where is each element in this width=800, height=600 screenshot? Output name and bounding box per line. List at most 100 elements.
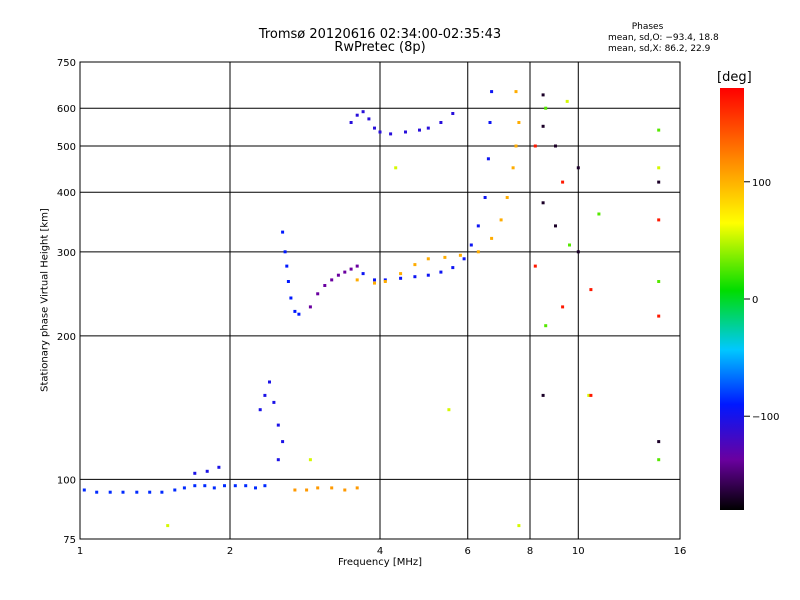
data-point [541,201,545,205]
data-point [276,423,280,427]
data-point [657,128,661,132]
data-point [565,99,569,103]
data-point [355,486,359,490]
data-point [657,218,661,222]
data-point [657,166,661,170]
data-point [499,218,503,222]
y-tick-label: 75 [63,535,76,546]
data-point [589,393,593,397]
data-point [244,484,248,488]
phases-x-stats: mean, sd,X: 86.2, 22.9 [608,44,711,54]
data-point [413,275,417,279]
data-point [258,408,262,412]
phases-header: Phases [631,22,664,32]
x-tick-label: 1 [77,546,83,557]
data-point [554,144,557,148]
chart-subtitle: RwPretec (8p) [334,40,426,55]
data-point [514,90,518,94]
data-point [490,90,494,94]
data-point [336,273,340,277]
data-point [121,490,125,494]
data-point [285,264,289,268]
data-point [554,224,557,228]
data-points [82,90,661,528]
data-point [476,250,480,254]
data-point [451,112,455,115]
data-point [217,465,221,469]
data-point [533,144,537,148]
data-point [597,212,601,216]
data-point [212,486,216,490]
y-tick-label: 100 [57,475,76,486]
data-point [483,196,487,199]
data-point [561,305,565,309]
data-point [439,270,443,274]
data-point [367,117,371,121]
data-point [443,255,447,259]
data-point [514,144,518,148]
data-point [263,393,267,397]
data-point [223,484,226,488]
data-point [343,270,347,274]
data-point [413,263,417,267]
data-point [399,276,403,280]
x-tick-label: 2 [227,546,233,557]
data-point [657,280,661,283]
x-tick-label: 8 [527,546,533,557]
data-point [305,488,309,492]
data-point [283,250,287,254]
data-point [263,484,267,488]
data-point [355,278,359,282]
axis-ticks: 1 2 4 6 8 10 16 75 100 200 300 400 500 600 750 [57,58,686,557]
data-point [373,278,376,282]
data-point [95,490,99,494]
data-point [541,124,545,128]
data-point [268,380,271,384]
grid-lines [80,62,680,539]
data-point [349,121,353,124]
data-point [426,273,430,277]
data-point [330,278,334,282]
x-tick-label: 10 [572,546,585,557]
data-point [426,257,430,261]
colorbar [720,88,744,510]
data-point [389,132,393,136]
data-point [108,490,112,494]
data-point [394,166,398,170]
data-point [568,243,571,247]
data-point [490,236,494,240]
data-point [289,296,293,300]
data-point [193,471,197,475]
data-point [349,267,353,271]
data-point [458,253,462,257]
plot-frame [79,61,681,540]
data-point [447,408,451,412]
data-point [203,484,207,488]
data-point [399,272,403,276]
data-point [657,458,661,462]
data-point [533,264,537,268]
y-tick-label: 300 [57,248,76,259]
data-point [361,110,365,114]
data-point [544,324,548,328]
y-tick-label: 600 [57,104,76,115]
data-point [657,180,661,184]
colorbar-ticks: 100 0 −100 [744,178,779,423]
data-point [517,524,521,528]
data-point [160,490,164,494]
data-point [293,309,297,313]
data-point [148,490,152,494]
x-tick-label: 16 [674,546,687,557]
data-point [462,257,466,261]
data-point [233,484,237,488]
data-point [355,113,359,117]
y-tick-label: 500 [57,142,76,153]
data-point [587,393,591,397]
data-point [355,264,359,268]
data-point [173,488,177,492]
data-point [476,224,480,228]
data-point [383,278,387,282]
data-point [373,126,376,130]
data-point [378,130,382,134]
data-point [517,121,521,124]
